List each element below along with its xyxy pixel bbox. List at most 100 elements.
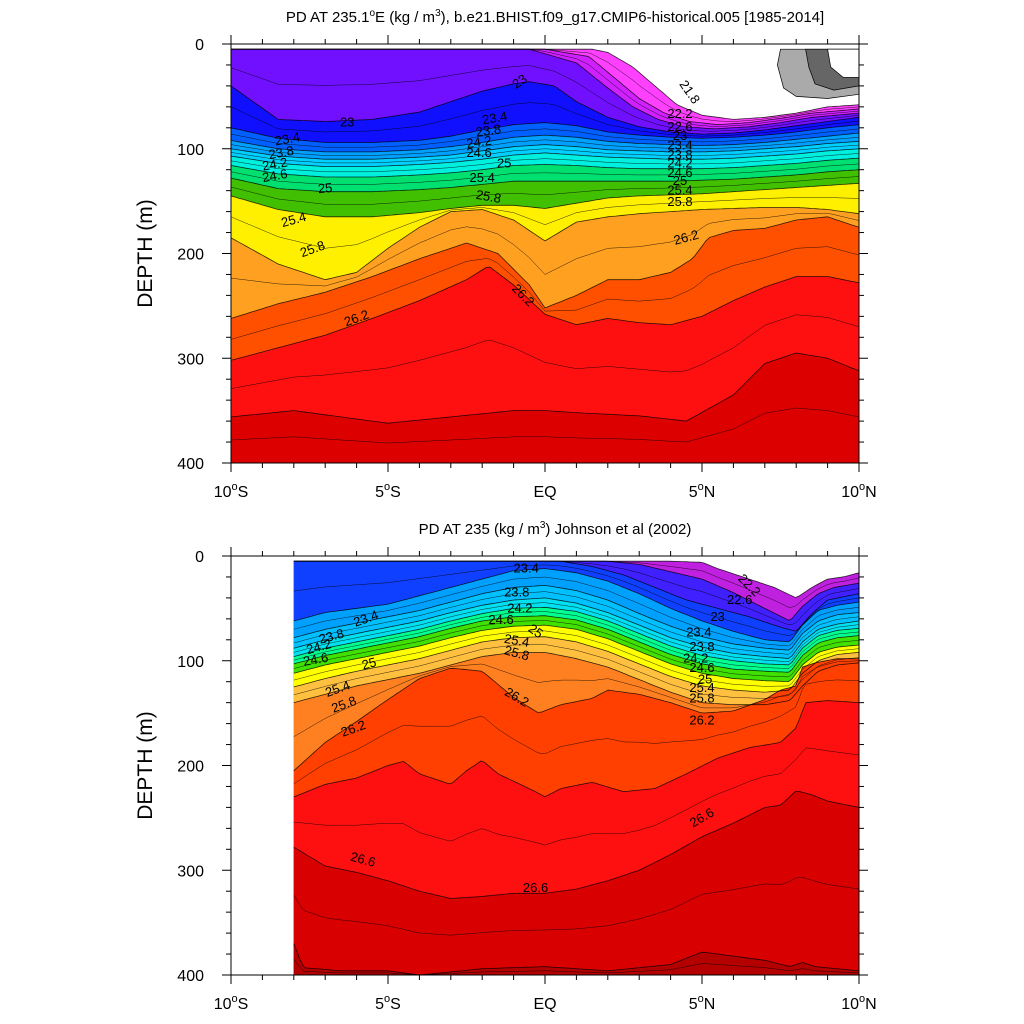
y-tick-label: 100 <box>177 142 204 159</box>
y-axis: 0 100 200 300 400 <box>177 549 868 985</box>
contour-line <box>293 597 859 659</box>
y-tick-label: 400 <box>177 456 204 473</box>
contour-label: 25 <box>526 621 546 642</box>
contour-label: 25 <box>317 180 333 196</box>
contour-label: 23.4 <box>274 129 302 148</box>
contour-label: 22.6 <box>667 119 692 134</box>
contour-line <box>231 352 859 424</box>
contour-label: 26.2 <box>689 712 714 727</box>
contour-line <box>231 266 859 361</box>
contour-label: 25.4 <box>667 183 692 198</box>
contour-label: 24.6 <box>302 650 330 669</box>
contour-line <box>231 141 859 160</box>
contour-label: 25.4 <box>689 680 714 695</box>
y-tick-label: 100 <box>177 654 204 671</box>
contour-label: 23 <box>509 71 529 92</box>
contour-line <box>293 620 859 678</box>
y-tick-label: 300 <box>177 863 204 880</box>
contour-label: 24.6 <box>667 165 692 180</box>
contour-line <box>293 584 859 651</box>
contour-label: 25.4 <box>470 170 495 185</box>
contour-line <box>231 163 859 185</box>
contour-label: 23.8 <box>504 585 529 600</box>
contour-label: 25 <box>673 173 687 188</box>
contour-line <box>293 636 859 693</box>
contour-line <box>231 153 859 173</box>
contour-line <box>293 700 859 798</box>
contour-line <box>293 560 859 632</box>
contour-line <box>293 943 859 975</box>
contour-line <box>231 207 859 281</box>
contour-band-27-8 <box>293 943 859 975</box>
contour-line <box>231 65 859 132</box>
contour-label: 24.6 <box>689 660 714 675</box>
contour-label: 22.6 <box>727 592 752 607</box>
contour-label: 26.2 <box>672 227 700 248</box>
contour-line <box>293 652 859 706</box>
contour-band-27-4 <box>293 791 859 975</box>
contour-label: 23 <box>340 115 354 130</box>
contour-line <box>231 136 859 156</box>
contour-label: 24.6 <box>466 145 491 160</box>
contour-label: 23.4 <box>667 138 692 153</box>
contour-line <box>231 169 859 193</box>
contour-line <box>293 658 859 771</box>
contour-label: 25.8 <box>475 187 503 206</box>
contour-line <box>231 132 859 153</box>
contour-label: 21.8 <box>676 77 703 106</box>
contour-band-27-4 <box>231 353 859 463</box>
contour-line <box>293 606 859 666</box>
contour-label: 25.4 <box>280 209 308 230</box>
contour-line <box>231 148 859 167</box>
contour-label: 25 <box>497 155 511 170</box>
contour-line <box>293 644 859 699</box>
contour-line <box>231 314 859 389</box>
contour-fill-group <box>231 48 859 463</box>
contour-line <box>293 791 859 899</box>
x-axis: 10oS 5oS EQ 5oN 10oN <box>214 35 877 501</box>
contour-label: 23.8 <box>689 639 714 654</box>
contour-line <box>231 212 859 287</box>
contour-line <box>231 182 859 218</box>
contour-line <box>293 660 859 737</box>
contour-label: 26.6 <box>523 880 548 895</box>
contour-label: 24.2 <box>507 600 532 615</box>
contour-label: 23 <box>673 128 687 143</box>
contour-label: 25 <box>360 654 378 672</box>
x-tick-label: 5oN <box>689 993 716 1013</box>
contour-line <box>293 624 859 683</box>
contour-line <box>231 48 859 130</box>
contour-label: 25.8 <box>503 642 531 663</box>
contour-line <box>293 959 859 975</box>
x-tick-label: 5oS <box>375 993 401 1013</box>
contour-line <box>231 176 859 205</box>
contour-line <box>231 128 859 148</box>
contour-label: 23.4 <box>514 561 539 576</box>
contour-line <box>231 407 859 444</box>
x-tick-label: EQ <box>533 484 556 501</box>
contour-band-low <box>827 48 859 78</box>
y-tick-label: 300 <box>177 351 204 368</box>
y-tick-label: 0 <box>195 549 204 566</box>
contour-lines-group <box>231 48 859 444</box>
contour-line <box>231 102 859 137</box>
contour-label: 25.4 <box>503 631 531 650</box>
chart-observation-section: PD AT 235 (kg / m3) Johnson et al (2002)… <box>134 520 877 1013</box>
contour-label: 24.2 <box>261 154 289 173</box>
y-axis-label: DEPTH (m) <box>134 199 157 308</box>
x-tick-label: 10oS <box>214 481 249 501</box>
contour-label: 23.8 <box>317 626 345 647</box>
contour-line <box>293 877 859 936</box>
chart-panel-model: PD AT 235.1oE (kg / m3), b.e21.BHIST.f09… <box>134 8 877 501</box>
y-tick-label: 200 <box>177 759 204 776</box>
x-tick-label: 5oS <box>375 481 401 501</box>
contour-label: 23 <box>710 609 724 624</box>
contour-label: 23.8 <box>667 147 692 162</box>
contour-fill-group <box>293 560 859 975</box>
contour-line <box>231 197 859 249</box>
y-tick-label: 200 <box>177 247 204 264</box>
contour-line <box>231 122 859 143</box>
contour-label: 26.6 <box>349 849 377 870</box>
contour-line <box>293 747 859 846</box>
contour-label: 23.4 <box>481 108 509 127</box>
